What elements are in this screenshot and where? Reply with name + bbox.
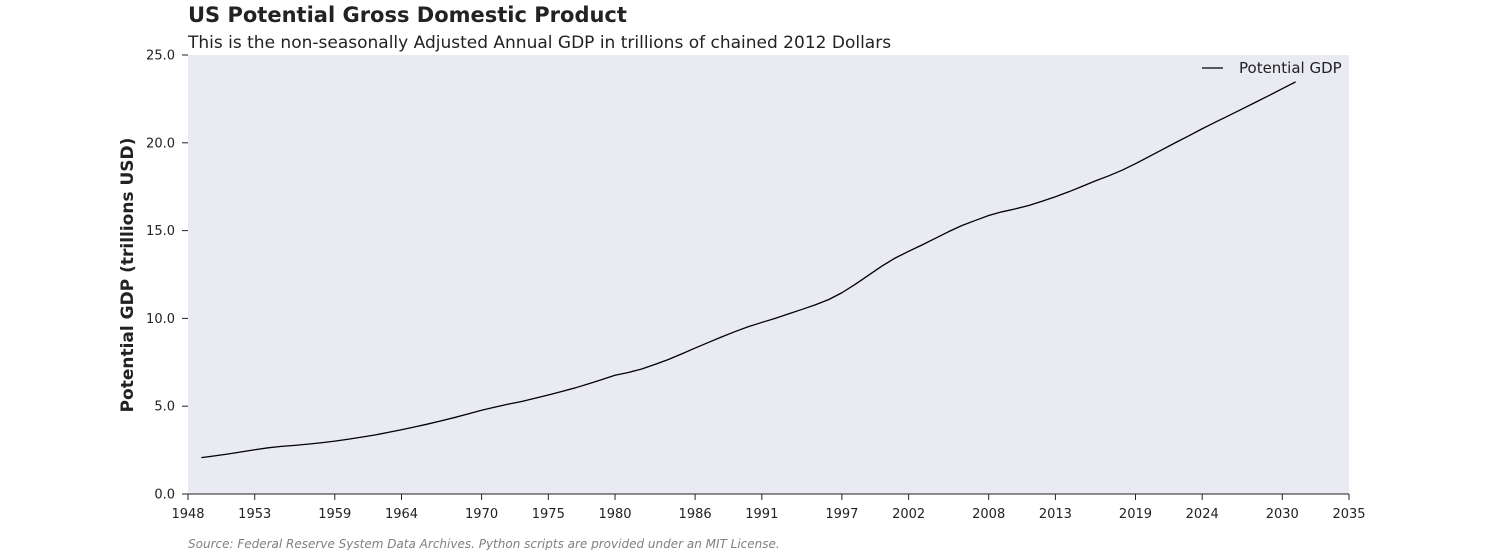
x-tick-label: 2019 <box>1119 507 1152 522</box>
x-tick-label: 1991 <box>745 507 778 522</box>
y-tick-label: 10.0 <box>146 312 175 327</box>
x-axis: 1948 1953 1959 1964 1970 1975 1980 1986 1991 1997… <box>171 494 1366 522</box>
y-tick-label: 20.0 <box>146 136 175 151</box>
x-tick-label: 2030 <box>1266 507 1299 522</box>
y-tick-label: 0.0 <box>154 488 175 503</box>
x-tick-label: 2024 <box>1186 507 1219 522</box>
y-tick-label: 5.0 <box>154 400 175 415</box>
x-tick-label: 1975 <box>532 507 565 522</box>
y-tick-label: 15.0 <box>146 224 175 239</box>
x-tick-label: 1970 <box>465 507 498 522</box>
chart-title: US Potential Gross Domestic Product <box>188 3 627 27</box>
x-tick-label: 1953 <box>238 507 271 522</box>
series-line-potential-gdp <box>201 81 1296 459</box>
x-tick-label: 1948 <box>171 507 204 522</box>
x-tick-label: 1964 <box>385 507 418 522</box>
series-layer <box>201 81 1296 459</box>
y-tick-label: 25.0 <box>146 49 175 64</box>
y-axis: 0.0 5.0 10.0 15.0 20.0 25.0 <box>146 49 188 503</box>
x-tick-label: 1997 <box>825 507 858 522</box>
source-note: Source: Federal Reserve System Data Arch… <box>188 537 780 550</box>
x-tick-label: 2008 <box>972 507 1005 522</box>
x-tick-label: 2035 <box>1332 507 1365 522</box>
chart-subtitle: This is the non-seasonally Adjusted Annu… <box>187 33 891 53</box>
x-tick-label: 1959 <box>318 507 351 522</box>
plot-area <box>188 55 1349 494</box>
legend-label: Potential GDP <box>1239 59 1342 77</box>
x-tick-label: 1986 <box>679 507 712 522</box>
legend: Potential GDP <box>1202 59 1342 77</box>
x-tick-label: 2013 <box>1039 507 1072 522</box>
x-tick-label: 2002 <box>892 507 925 522</box>
x-tick-label: 1980 <box>598 507 631 522</box>
y-axis-label: Potential GDP (trillions USD) <box>118 138 138 413</box>
